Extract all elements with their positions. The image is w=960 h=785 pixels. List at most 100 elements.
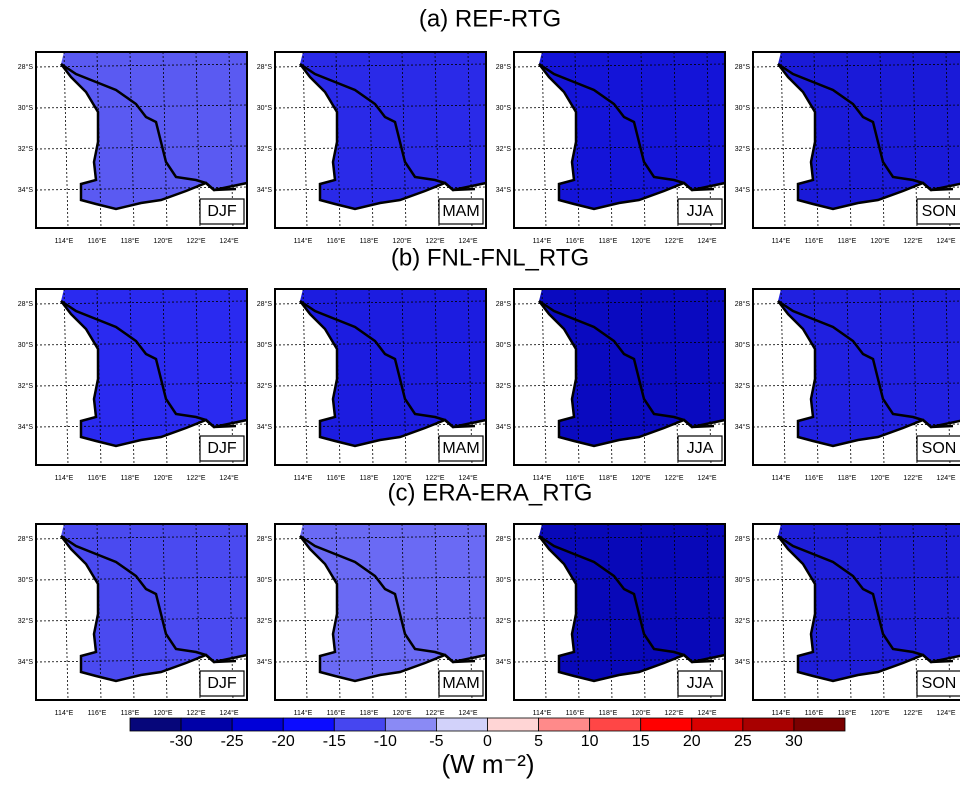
lat-grid: [274, 63, 487, 68]
lon-grid: [302, 51, 308, 229]
lat-label: 30°S: [496, 104, 512, 112]
lon-grid: [368, 51, 374, 229]
coastline: [299, 300, 487, 448]
coastline: [299, 535, 487, 683]
lon-grid: [96, 523, 102, 701]
map-panel: SON 28°S 30°S 32°S 34°S 114°E 116°E 118°E 120°E 1…: [735, 523, 960, 717]
panel-frame: [513, 523, 726, 701]
land-field: [61, 524, 247, 681]
map-panel: JJA 28°S 30°S 32°S 34°S 114°E 116°E 118°E 120°E 1…: [496, 51, 726, 245]
lon-grid: [780, 523, 786, 701]
season-box: [677, 435, 723, 462]
colorbar-label: 5: [534, 733, 543, 750]
lon-label: 116°E: [88, 237, 107, 245]
colorbar-box: [742, 717, 795, 732]
lat-grid: [274, 423, 487, 428]
lon-grid: [706, 523, 712, 701]
lon-grid: [607, 523, 613, 701]
lon-grid: [368, 288, 374, 466]
lon-label: 124°E: [458, 474, 477, 482]
lon-label: 122°E: [425, 474, 444, 482]
lat-grid: [752, 104, 960, 109]
season-label: SON: [922, 203, 957, 220]
map-panel: MAM 28°S 30°S 32°S 34°S 114°E 116°E 118°E 120°E 1…: [257, 51, 487, 245]
colorbar-box: [691, 717, 744, 732]
lat-grid: [513, 341, 726, 346]
lon-label: 124°E: [219, 474, 238, 482]
lon-label: 114°E: [772, 474, 791, 482]
lat-grid: [35, 382, 248, 387]
land-field: [778, 52, 960, 209]
lat-label: 28°S: [735, 63, 751, 71]
panel-frame: [752, 523, 960, 701]
lat-label: 34°S: [735, 423, 751, 431]
lon-grid: [912, 51, 918, 229]
map-panel: SON 28°S 30°S 32°S 34°S 114°E 116°E 118°E 120°E 1…: [735, 288, 960, 482]
lat-grid: [752, 63, 960, 68]
lat-label: 30°S: [496, 341, 512, 349]
map-panel: MAM 28°S 30°S 32°S 34°S 114°E 116°E 118°E 120°E 1…: [257, 523, 487, 717]
map-panel: MAM 28°S 30°S 32°S 34°S 114°E 116°E 118°E 120°E 1…: [257, 288, 487, 482]
lon-label: 122°E: [664, 474, 683, 482]
lat-grid: [274, 535, 487, 540]
lon-grid: [129, 523, 135, 701]
lon-grid: [879, 51, 885, 229]
lon-grid: [640, 51, 646, 229]
lon-label: 122°E: [664, 237, 683, 245]
season-box: [438, 435, 484, 462]
panel-frame: [35, 523, 248, 701]
lon-label: 124°E: [219, 237, 238, 245]
lat-label: 28°S: [735, 535, 751, 543]
lat-label: 28°S: [257, 535, 273, 543]
lon-label: 122°E: [903, 474, 922, 482]
colorbar-label: -25: [221, 733, 244, 750]
lat-label: 32°S: [18, 617, 34, 625]
lon-label: 116°E: [805, 474, 824, 482]
lat-grid: [35, 63, 248, 68]
lon-grid: [846, 523, 852, 701]
panel-frame: [274, 288, 487, 466]
season-label: JJA: [687, 440, 714, 457]
lat-grid: [274, 658, 487, 663]
lat-label: 32°S: [735, 382, 751, 390]
lon-label: 116°E: [327, 474, 346, 482]
lon-label: 120°E: [392, 474, 411, 482]
colorbar-label: 25: [734, 733, 752, 750]
lon-grid: [63, 51, 69, 229]
lon-label: 114°E: [55, 474, 74, 482]
lon-label: 120°E: [392, 237, 411, 245]
lat-grid: [274, 576, 487, 581]
land-field: [300, 524, 486, 681]
lon-label: 118°E: [599, 709, 618, 717]
lon-grid: [63, 523, 69, 701]
lon-label: 118°E: [121, 474, 140, 482]
lon-label: 114°E: [533, 237, 552, 245]
lon-label: 122°E: [664, 709, 683, 717]
lon-label: 120°E: [631, 709, 650, 717]
season-box: [916, 670, 960, 697]
lat-grid: [35, 341, 248, 346]
colorbar-label: -20: [272, 733, 295, 750]
panel-frame: [513, 51, 726, 229]
lat-label: 30°S: [257, 104, 273, 112]
lon-label: 122°E: [186, 709, 205, 717]
lat-grid: [752, 186, 960, 191]
season-label: DJF: [207, 440, 237, 457]
colorbar-box: [436, 717, 488, 732]
lon-grid: [640, 288, 646, 466]
land-field: [539, 289, 725, 446]
land-field: [61, 289, 247, 446]
lon-label: 116°E: [88, 709, 107, 717]
land-field: [539, 52, 725, 209]
lon-grid: [574, 288, 580, 466]
colorbar-box: [384, 717, 437, 732]
lat-label: 32°S: [257, 617, 273, 625]
lon-grid: [706, 288, 712, 466]
season-label: MAM: [442, 440, 479, 457]
lon-label: 116°E: [566, 709, 585, 717]
lat-grid: [35, 535, 248, 540]
lon-grid: [195, 523, 201, 701]
lon-grid: [335, 523, 341, 701]
map-panel: DJF 28°S 30°S 32°S 34°S 114°E 116°E 118°E 120°E 1…: [18, 523, 248, 717]
map-panel: JJA 28°S 30°S 32°S 34°S 114°E 116°E 118°E 120°E 1…: [496, 523, 726, 717]
